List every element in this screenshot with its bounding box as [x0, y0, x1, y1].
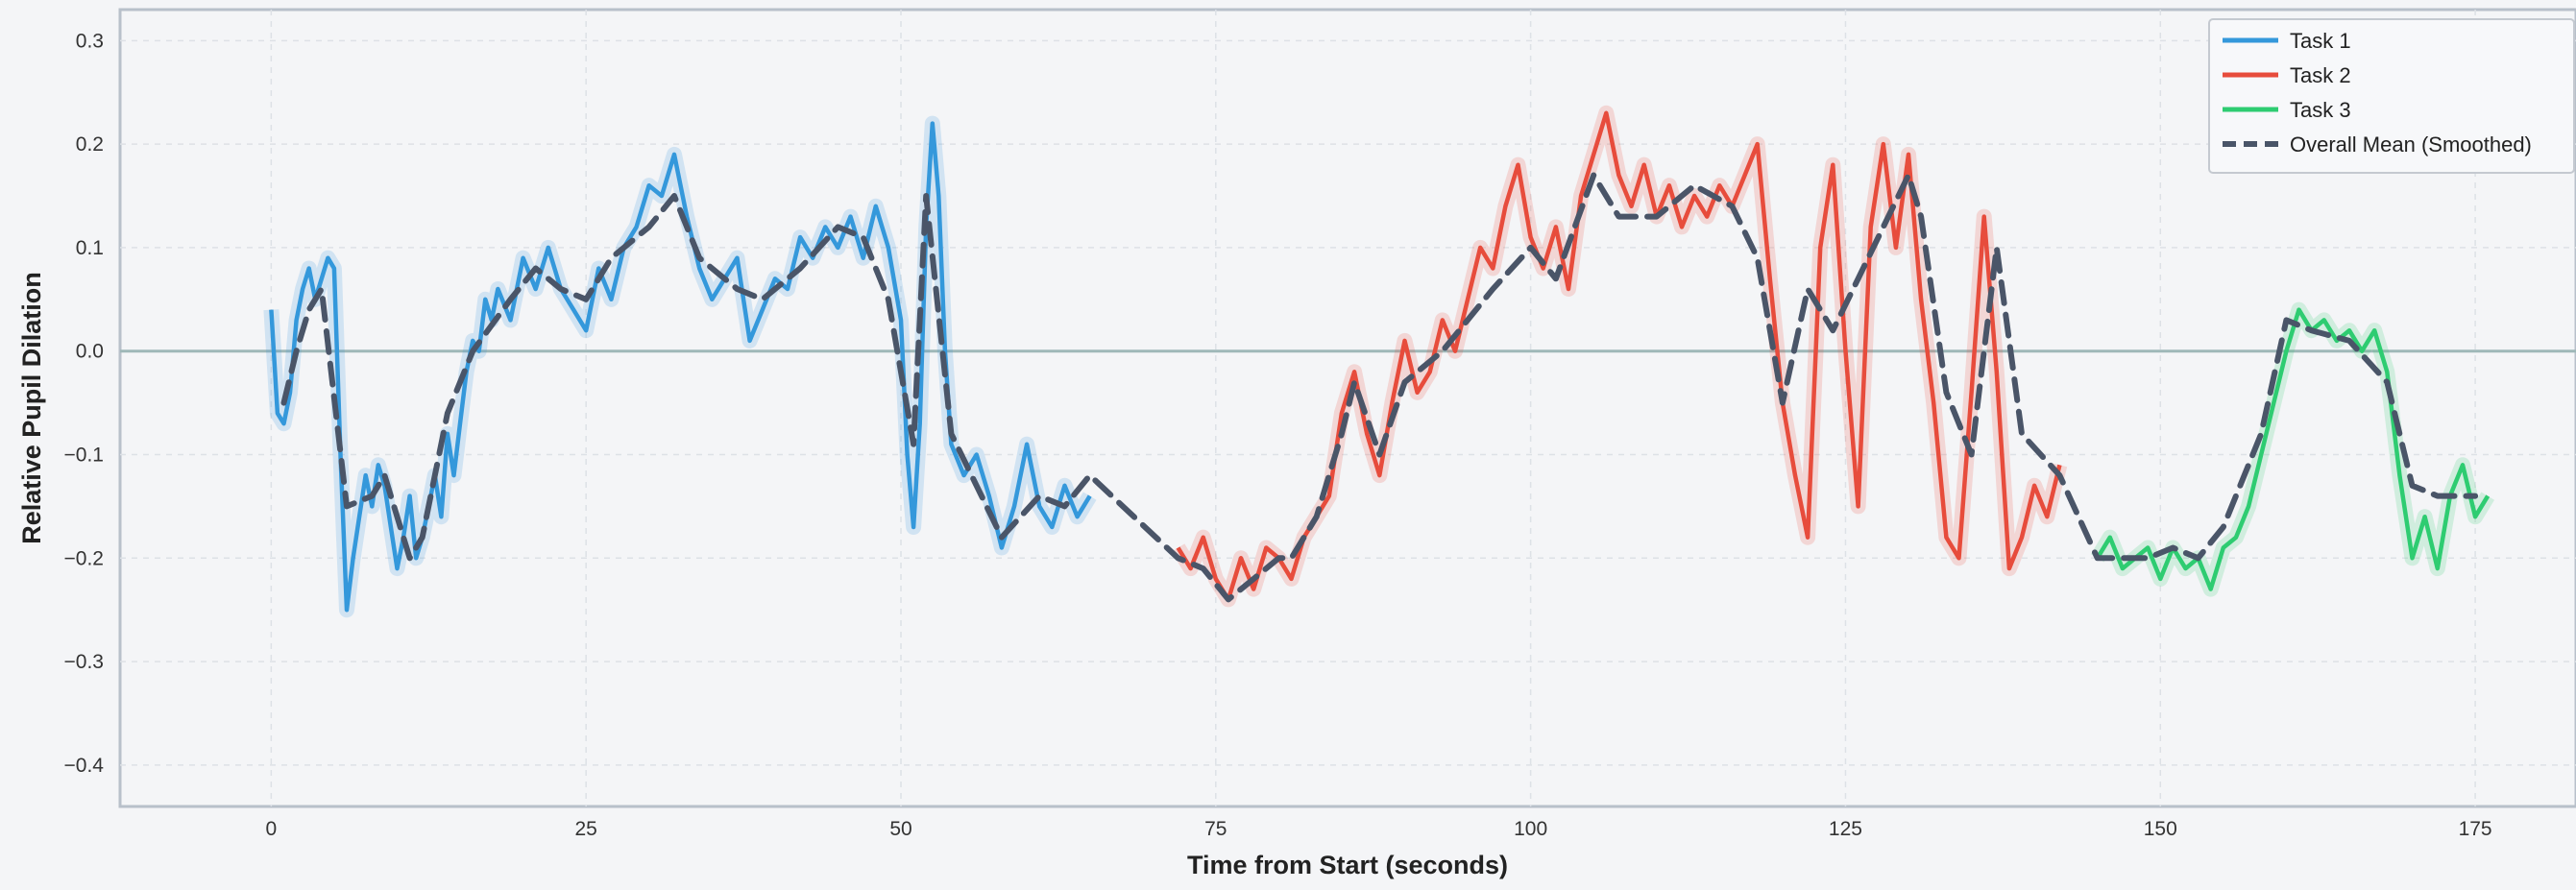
tick-labels: 0 25 50 75 100 125 150 175 −0.4 −0.3 −0.2 −0.1 0.0 0.… — [64, 30, 2492, 840]
y-tick-label: 0.2 — [76, 133, 104, 156]
y-tick-label: −0.1 — [64, 445, 104, 467]
x-tick-label: 175 — [2459, 818, 2492, 840]
x-tick-label: 100 — [1514, 818, 1547, 840]
y-tick-label: 0.0 — [76, 341, 104, 363]
legend-label: Task 2 — [2290, 63, 2351, 87]
legend-label: Task 1 — [2290, 29, 2351, 53]
x-axis-title: Time from Start (seconds) — [1187, 851, 1508, 879]
y-tick-label: −0.4 — [64, 755, 105, 777]
y-tick-label: −0.2 — [64, 547, 104, 569]
x-tick-label: 0 — [266, 818, 278, 840]
plot-area — [118, 8, 2576, 808]
series-task-2-line — [1176, 110, 2062, 602]
y-tick-label: 0.3 — [76, 30, 104, 52]
y-axis-title: Relative Pupil Dilation — [17, 272, 46, 544]
series-task-1-line — [269, 121, 1092, 613]
x-tick-label: 125 — [1829, 818, 1862, 840]
x-tick-label: 150 — [2144, 818, 2177, 840]
series-lines — [263, 105, 2495, 618]
x-tick-label: 25 — [574, 818, 596, 840]
y-tick-label: 0.1 — [76, 237, 104, 259]
y-tick-label: −0.3 — [64, 651, 104, 673]
x-tick-label: 50 — [889, 818, 911, 840]
x-tick-label: 75 — [1204, 818, 1227, 840]
legend-label: Overall Mean (Smoothed) — [2290, 132, 2532, 156]
series-task-3-line — [2095, 307, 2491, 591]
legend-label: Task 3 — [2290, 98, 2351, 122]
legend: Task 1 Task 2 Task 3 Overall Mean (Smoothed… — [2208, 18, 2575, 174]
series-overall-mean-smoothed-line — [280, 172, 2479, 603]
legend-box — [2208, 18, 2575, 174]
